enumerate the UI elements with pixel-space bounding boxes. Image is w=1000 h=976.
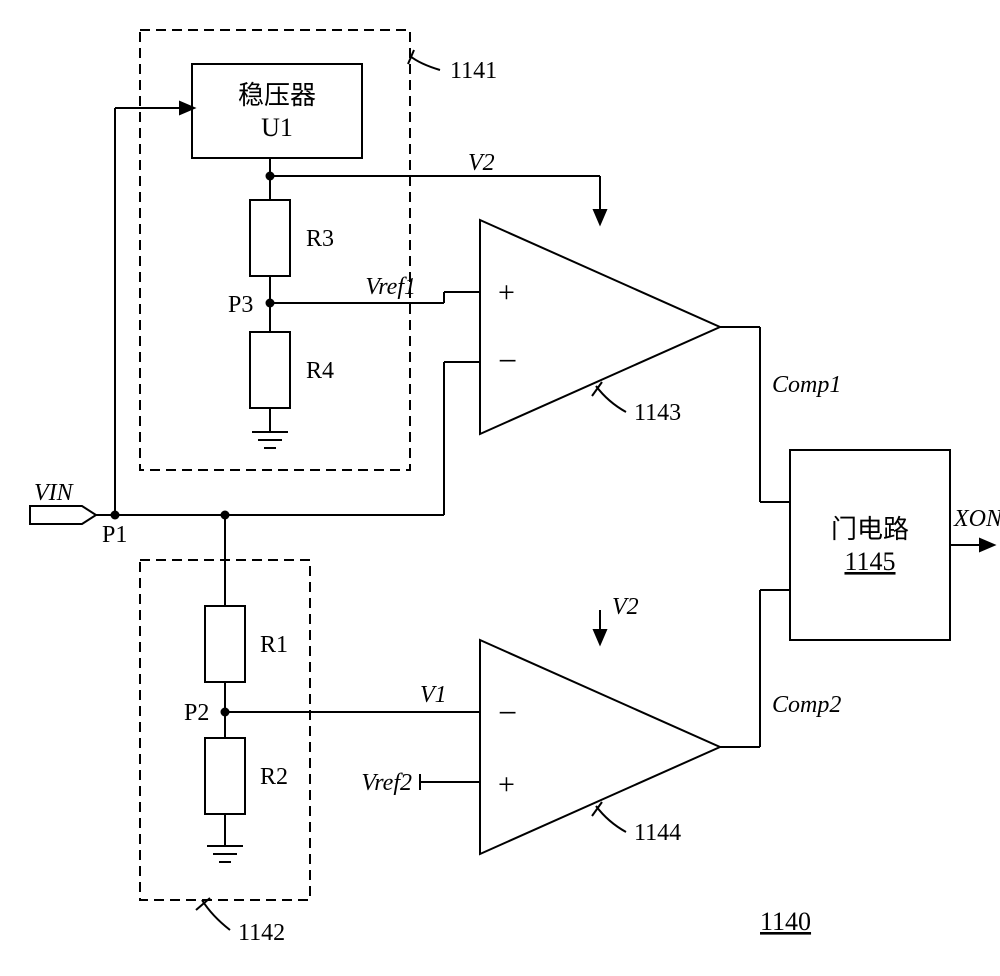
gate-label-top: 门电路 — [831, 515, 909, 544]
comparator-1 — [480, 220, 720, 434]
gate-label-bottom: 1145 — [844, 547, 895, 576]
label-v2-top: V2 — [468, 150, 495, 176]
ref-1144: 1144 — [634, 820, 681, 846]
comparator-2 — [480, 640, 720, 854]
ref-1143: 1143 — [634, 400, 681, 426]
ref-leader-1143 — [596, 386, 626, 412]
label-r2: R2 — [260, 764, 288, 790]
label-r1: R1 — [260, 632, 288, 658]
gate-block — [790, 450, 950, 640]
label-comp2: Comp2 — [772, 692, 841, 718]
label-r3: R3 — [306, 226, 334, 252]
label-p1: P1 — [102, 522, 127, 548]
comp1-plus: + — [498, 276, 515, 309]
ref-1142: 1142 — [238, 920, 285, 946]
label-v2-bottom: V2 — [612, 594, 639, 620]
ref-leader-1142 — [202, 900, 230, 930]
ref-leader-1144 — [596, 806, 626, 832]
resistor-r1 — [205, 606, 245, 682]
label-v1: V1 — [420, 682, 447, 708]
regulator-label-bottom: U1 — [261, 113, 293, 142]
comp2-plus: + — [498, 768, 515, 801]
regulator-block — [192, 64, 362, 158]
arrow-v2-into-comp1 — [594, 210, 606, 224]
resistor-r2 — [205, 738, 245, 814]
comp1-minus: − — [498, 343, 517, 380]
arrow-v2-into-comp2 — [594, 630, 606, 644]
label-p2: P2 — [184, 700, 209, 726]
gnd-upper-icon — [252, 432, 288, 448]
figure-ref: 1140 — [760, 907, 811, 936]
gnd-lower-icon — [207, 846, 243, 862]
arrow-xon — [980, 539, 994, 551]
vin-label: VIN — [34, 480, 75, 506]
label-p3: P3 — [228, 292, 253, 318]
label-vref2: Vref2 — [361, 770, 412, 796]
label-xon: XON — [953, 506, 1000, 532]
label-vref1: Vref1 — [365, 274, 416, 300]
resistor-r3 — [250, 200, 290, 276]
ref-1141: 1141 — [450, 58, 497, 84]
comp2-minus: − — [498, 695, 517, 732]
regulator-label-top: 稳压器 — [238, 81, 316, 110]
label-r4: R4 — [306, 358, 334, 384]
label-comp1: Comp1 — [772, 372, 841, 398]
resistor-r4 — [250, 332, 290, 408]
ref-leader-1141 — [410, 56, 440, 70]
vin-port — [30, 506, 96, 524]
